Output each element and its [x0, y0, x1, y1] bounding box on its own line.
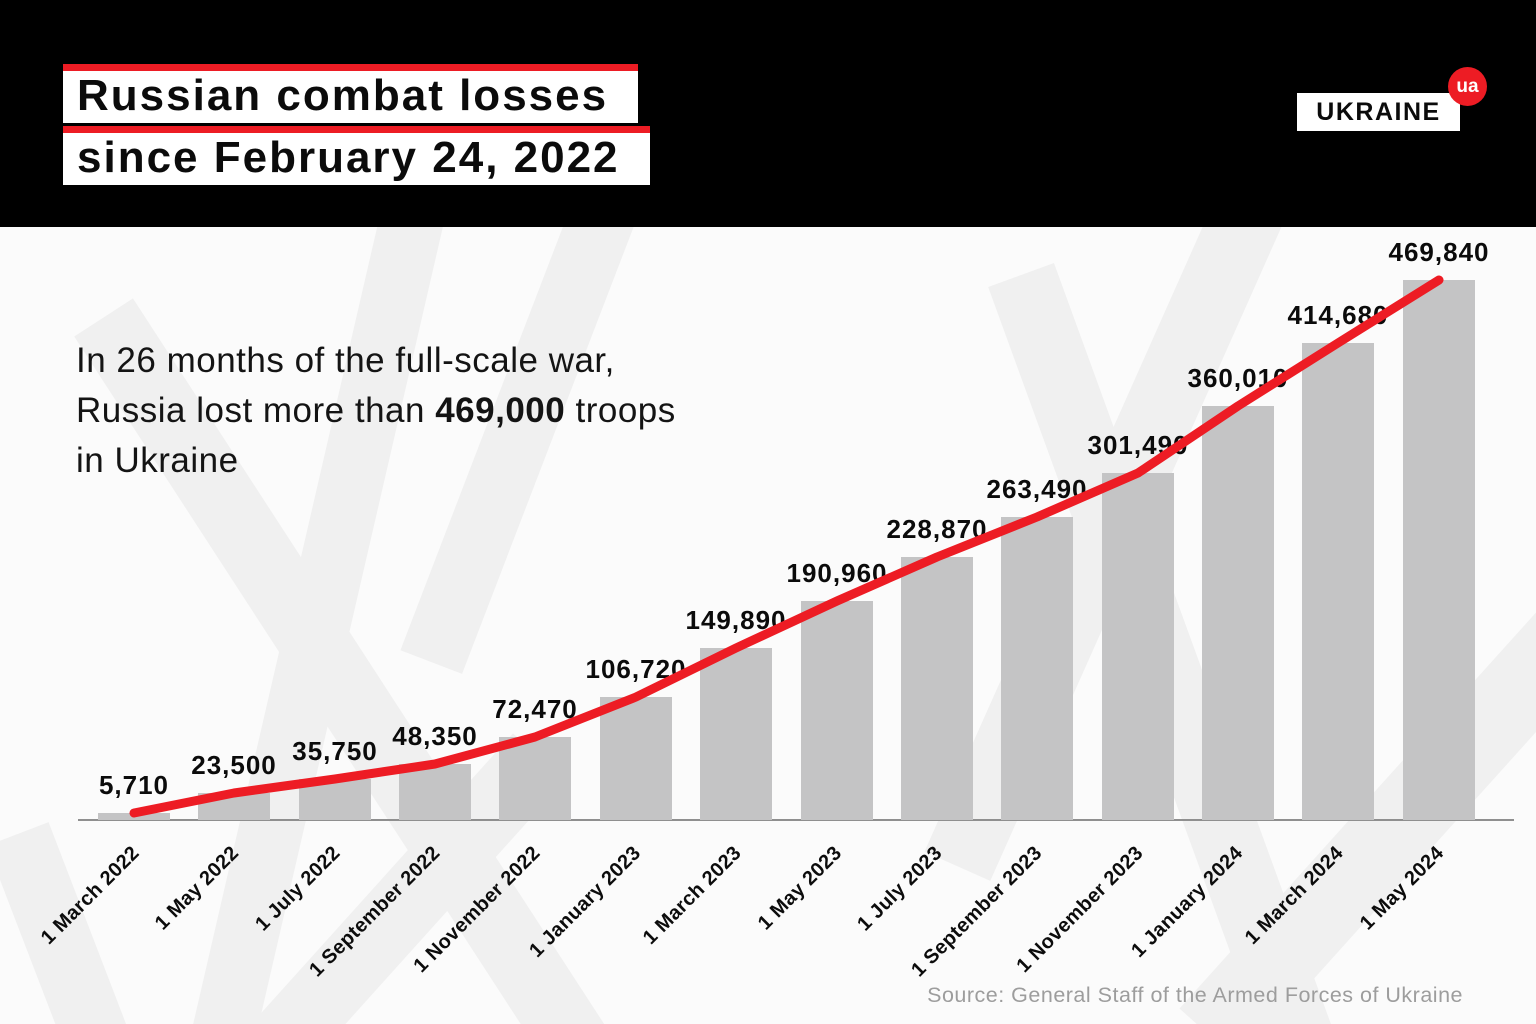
- x-axis-line: [78, 819, 1514, 821]
- intro-line-1: In 26 months of the full-scale war,: [76, 341, 615, 380]
- loss-bar: [198, 793, 270, 820]
- x-axis-label-text: 1 March 2023: [638, 842, 746, 949]
- loss-bar: [499, 737, 571, 820]
- loss-bar: [901, 557, 973, 820]
- title-box: since February 24, 2022: [63, 133, 650, 185]
- source-caption: Source: General Staff of the Armed Force…: [927, 983, 1463, 1007]
- loss-bar: [801, 601, 873, 820]
- x-axis-label-text: 1 July 2023: [853, 842, 947, 936]
- page-title-text-1: Russian combat losses: [77, 71, 609, 120]
- intro-line-2-prefix: Russia lost more than: [76, 391, 436, 430]
- loss-bar: [1202, 406, 1274, 820]
- x-axis-label-text: 1 May 2024: [1356, 842, 1449, 935]
- loss-bar: [399, 764, 471, 820]
- page-title-text-2: since February 24, 2022: [77, 133, 620, 182]
- title-red-stripe: [63, 64, 639, 71]
- x-axis-label-text: 1 January 2023: [525, 842, 646, 962]
- loss-bar: [1001, 517, 1073, 820]
- x-axis-label-text: 1 March 2022: [36, 842, 144, 949]
- intro-line-3: in Ukraine: [76, 441, 239, 480]
- loss-bar: [1403, 280, 1475, 820]
- x-axis-label-text: 1 July 2022: [251, 842, 345, 936]
- loss-bar: [1302, 343, 1374, 820]
- loss-bar: [299, 779, 371, 820]
- intro-line-2-suffix: troops: [565, 391, 676, 430]
- x-axis-label-text: 1 May 2023: [754, 842, 847, 935]
- ukraine-logo: UKRAINE: [1297, 93, 1460, 131]
- title-red-stripe: [63, 126, 650, 133]
- loss-bar: [98, 813, 170, 820]
- x-axis-label-text: 1 March 2024: [1240, 842, 1348, 949]
- page-title-line-2: since February 24, 2022: [63, 126, 650, 185]
- loss-bar: [700, 648, 772, 820]
- title-box: Russian combat losses: [63, 71, 639, 123]
- x-axis-label-text: 1 May 2022: [151, 842, 244, 935]
- loss-bar: [1102, 473, 1174, 820]
- value-label: 469,840: [1388, 237, 1490, 267]
- intro-paragraph: In 26 months of the full-scale war, Russ…: [76, 336, 676, 486]
- ua-badge-icon: ua: [1448, 67, 1487, 106]
- loss-bar: [600, 697, 672, 820]
- ukraine-logo-text: UKRAINE: [1316, 97, 1441, 126]
- page-title-line-1: Russian combat losses: [63, 64, 639, 123]
- intro-total-number: 469,000: [435, 391, 566, 430]
- ua-badge-text: ua: [1456, 75, 1479, 97]
